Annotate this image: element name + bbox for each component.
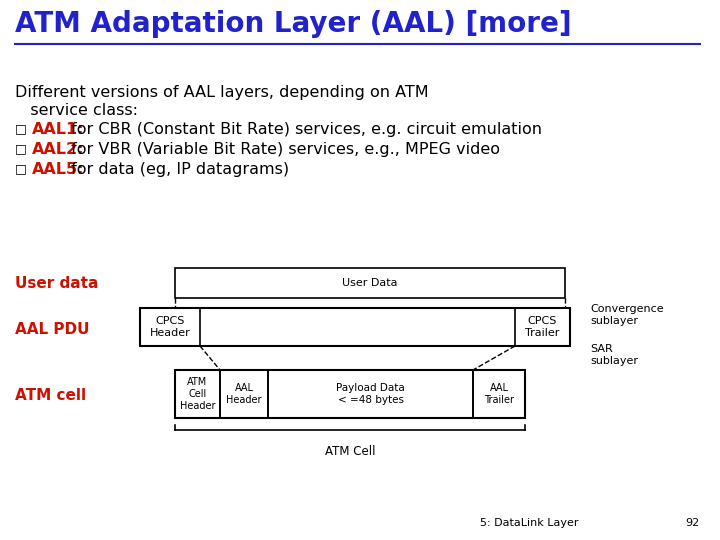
Text: CPCS
Trailer: CPCS Trailer (526, 316, 559, 338)
Text: AAL5:: AAL5: (32, 162, 84, 177)
Text: AAL
Trailer: AAL Trailer (484, 383, 514, 405)
Text: AAL2:: AAL2: (32, 142, 84, 157)
Bar (140, 308, 570, 346)
Text: Payload Data
< =48 bytes: Payload Data < =48 bytes (336, 383, 405, 405)
Text: Different versions of AAL layers, depending on ATM: Different versions of AAL layers, depend… (15, 85, 428, 100)
Bar (515, 308, 570, 346)
Bar (175, 370, 525, 418)
Text: AAL PDU: AAL PDU (15, 322, 89, 338)
Text: User Data: User Data (342, 278, 397, 288)
Text: CPCS
Header: CPCS Header (150, 316, 190, 338)
Text: ATM
Cell
Header: ATM Cell Header (180, 377, 215, 410)
Text: □: □ (15, 162, 27, 175)
Text: □: □ (15, 142, 27, 155)
Text: □: □ (15, 122, 27, 135)
Text: User data: User data (15, 275, 99, 291)
Bar (268, 370, 473, 418)
Text: Convergence
sublayer: Convergence sublayer (590, 304, 664, 326)
Text: ATM Adaptation Layer (AAL) [more]: ATM Adaptation Layer (AAL) [more] (15, 10, 572, 38)
Bar (175, 370, 220, 418)
Bar (175, 268, 565, 298)
Bar (140, 308, 200, 346)
Text: AAL
Header: AAL Header (226, 383, 262, 405)
Text: 5: DataLink Layer: 5: DataLink Layer (480, 518, 578, 528)
Text: for VBR (Variable Bit Rate) services, e.g., MPEG video: for VBR (Variable Bit Rate) services, e.… (66, 142, 500, 157)
Text: SAR
sublayer: SAR sublayer (590, 344, 638, 366)
Bar (220, 370, 268, 418)
Text: AAL1:: AAL1: (32, 122, 84, 137)
Text: for data (eg, IP datagrams): for data (eg, IP datagrams) (66, 162, 289, 177)
Text: for CBR (Constant Bit Rate) services, e.g. circuit emulation: for CBR (Constant Bit Rate) services, e.… (66, 122, 541, 137)
Text: service class:: service class: (15, 103, 138, 118)
Text: ATM cell: ATM cell (15, 388, 86, 402)
Text: 92: 92 (685, 518, 700, 528)
Text: ATM Cell: ATM Cell (325, 445, 375, 458)
Bar (473, 370, 525, 418)
